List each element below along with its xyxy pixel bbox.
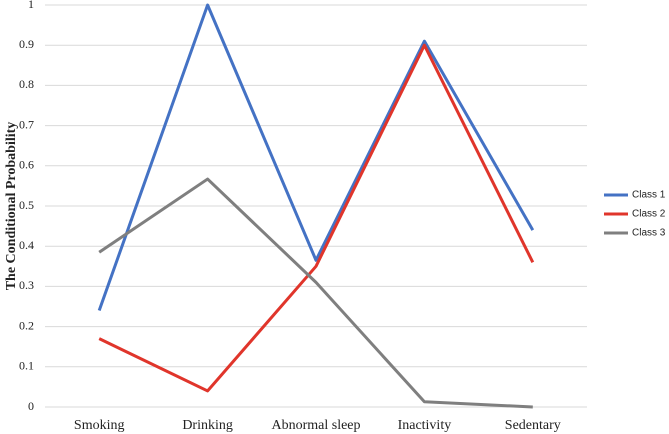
y-tick-label: 0.8	[19, 77, 34, 91]
y-tick-label: 0.2	[19, 318, 34, 332]
y-tick-label: 0.1	[19, 359, 34, 373]
legend-label: Class 3	[632, 228, 666, 239]
x-tick-label: Abnormal sleep	[271, 418, 360, 433]
y-tick-label: 0.6	[19, 158, 34, 172]
y-tick-label: 0.4	[19, 238, 34, 252]
series-line	[98, 43, 535, 393]
y-tick-label: 0.5	[19, 198, 34, 212]
y-axis-title: The Conditional Probability	[4, 122, 19, 291]
series-line	[97, 3, 535, 312]
y-tick-label: 0	[28, 399, 34, 413]
legend-label: Class 2	[632, 209, 666, 220]
y-tick-label: 0.7	[19, 117, 34, 131]
x-tick-label: Sedentary	[505, 418, 561, 433]
x-tick-label: Inactivity	[398, 418, 452, 433]
series-line	[98, 177, 533, 409]
legend-label: Class 1	[632, 190, 666, 201]
x-tick-label: Drinking	[182, 418, 233, 433]
y-tick-label: 1	[28, 0, 34, 11]
y-tick-label: 0.3	[19, 278, 34, 292]
legend: Class 1 Class 2 Class 3	[604, 190, 666, 239]
x-tick-label: Smoking	[74, 418, 125, 433]
y-tick-label: 0.9	[19, 37, 34, 51]
